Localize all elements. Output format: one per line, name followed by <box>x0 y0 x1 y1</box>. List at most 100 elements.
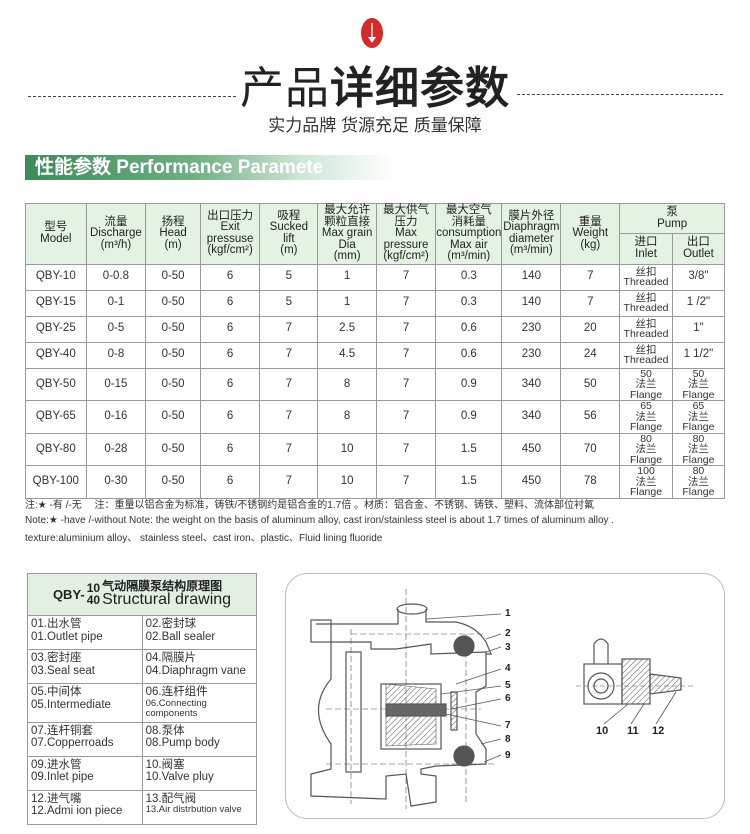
table-cell: QBY-25 <box>25 315 87 343</box>
table-cell: 7 <box>375 367 437 401</box>
table-cell: 6 <box>199 367 261 401</box>
table-cell: 20 <box>560 315 621 343</box>
table-cell: 230 <box>501 315 562 343</box>
parts-row: 01.出水管 01.Outlet pipe 02.密封球 02.Ball sealer <box>27 615 258 650</box>
header-line: diameter <box>509 232 554 245</box>
table-cell: 24 <box>560 341 621 369</box>
performance-table: 型号 Model 流量 Discharge (m³/h) 扬程 Head (m) 出口压力 Exi… <box>25 202 726 499</box>
outlet-header: 出口 Outlet <box>671 233 726 265</box>
table-cell: 0-50 <box>145 400 201 434</box>
model-num-top: 10 <box>86 580 101 595</box>
table-row: QBY-15 0-1 0-50 6 5 1 7 0.3 140 7 丝扣 Threaded 1 /2" <box>25 289 726 317</box>
part-item: 10.阀塞 10.Valve pluy <box>141 755 258 791</box>
header-line: 消耗量 <box>451 215 487 228</box>
table-cell: 7 <box>375 315 437 343</box>
header-line: consumption <box>436 227 502 239</box>
part-callout: 5 <box>505 680 511 691</box>
part-callout: 9 <box>505 750 511 761</box>
inlet-cell: 100 法兰Flange <box>619 465 673 499</box>
part-callout: 3 <box>505 642 511 653</box>
inlet-cell: 丝扣 Threaded <box>619 263 673 291</box>
inlet-cell: 50 法兰Flange <box>619 367 673 401</box>
divider-left <box>28 96 236 97</box>
part-name-cn: 05.中间体 <box>31 686 82 698</box>
outlet-cell: 50 法兰Flange <box>671 367 726 401</box>
parts-row: 05.中间体 05.Intermediate 06.连杆组件 06.Connectin… <box>27 683 258 723</box>
part-name-cn: 09.进水管 <box>31 758 82 771</box>
part-callout: 10 <box>596 725 608 737</box>
table-cell: 0-30 <box>85 465 147 499</box>
header-line: 最大供气 <box>383 204 430 216</box>
part-name-cn: 07.连杆铜套 <box>31 724 93 737</box>
table-cell: 340 <box>501 400 562 434</box>
inlet-cell: 65 法兰Flange <box>619 400 673 434</box>
inlet-text: 80 <box>640 432 652 445</box>
part-item: 09.进水管 09.Inlet pipe <box>27 755 143 791</box>
table-cell: 0-50 <box>145 263 201 291</box>
part-name-cn: 13.配气阀 <box>145 792 197 805</box>
inlet-text: Threaded <box>623 276 669 288</box>
table-cell: 0.6 <box>435 315 503 343</box>
header-line: Diaphragm <box>503 221 560 234</box>
inlet-text: 法兰Flange <box>629 443 663 466</box>
part-name-en: 01.Outlet pipe <box>31 630 103 643</box>
table-cell: 5 <box>259 263 319 291</box>
table-cell: 450 <box>501 432 562 466</box>
table-cell: 0-1 <box>85 289 147 317</box>
column-header: 最大空气 消耗量 consumption Max air (m³/min) <box>435 203 503 265</box>
table-row: QBY-25 0-5 0-50 6 7 2.5 7 0.6 230 20 丝扣 Threaded 1" <box>25 315 726 343</box>
column-header: 吸程 Sucked lift (m) <box>259 203 319 265</box>
table-cell: 4.5 <box>317 341 377 369</box>
divider-right <box>517 94 723 95</box>
table-cell: 0-28 <box>85 432 147 466</box>
table-cell: QBY-10 <box>25 263 87 291</box>
table-cell: 0-50 <box>145 341 201 369</box>
table-row: QBY-65 0-16 0-50 6 7 8 7 0.9 340 56 65 法兰Flange 65 法兰… <box>25 400 726 434</box>
outlet-text: 3/8" <box>688 270 709 283</box>
header-line: (m³/min) <box>509 244 553 257</box>
header-line: (kgf/cm²) <box>207 244 253 257</box>
table-row: QBY-10 0-0.8 0-50 6 5 1 7 0.3 140 7 丝扣 Threaded 3/8" <box>25 263 726 291</box>
arrow-down-icon <box>361 18 383 48</box>
table-cell: 10 <box>317 465 377 499</box>
header-line: (m³/min) <box>447 250 491 262</box>
header-line: Max <box>395 227 417 239</box>
table-cell: 0-16 <box>85 400 147 434</box>
table-cell: 7 <box>375 432 437 466</box>
table-cell: 0.6 <box>435 341 503 369</box>
part-name-en: 06.Connecting components <box>145 697 207 720</box>
part-name-cn: 08.泵体 <box>145 724 185 737</box>
inlet-text: Threaded <box>623 354 669 366</box>
table-cell: 0.3 <box>435 263 503 291</box>
inlet-text: 丝扣 <box>635 317 657 330</box>
table-cell: 340 <box>501 367 562 401</box>
part-item: 04.隔膜片 04.Diaphragm vane <box>141 649 258 684</box>
table-cell: 70 <box>560 432 621 466</box>
header-line: 扬程 <box>161 215 185 228</box>
table-cell: 6 <box>199 465 261 499</box>
part-name-cn: 10.阀塞 <box>145 758 185 771</box>
part-callout: 4 <box>505 663 511 674</box>
part-name-en: 05.Intermediate <box>31 698 111 711</box>
pump-header: 泵 Pump <box>619 202 725 235</box>
part-callout: 7 <box>505 720 511 731</box>
header-line: Max air <box>449 238 488 251</box>
table-cell: 0-50 <box>145 289 201 317</box>
structure-header: QBY- 10 40 气动隔膜泵结构原理图 Structural drawing <box>27 573 257 616</box>
table-cell: QBY-65 <box>25 400 87 434</box>
table-cell: QBY-15 <box>25 289 87 317</box>
part-name-en: 13.Air distrbution valve <box>145 804 242 816</box>
header-line: Head <box>159 227 187 239</box>
part-callout: 11 <box>627 725 639 737</box>
table-cell: 78 <box>560 465 621 499</box>
parts-row: 12.进气嘴 12.Admi ion piece 13.配气阀 13.Air dist… <box>27 789 258 825</box>
inlet-text: Threaded <box>623 328 669 340</box>
header-line: 流量 <box>104 215 128 228</box>
header-line: 膜片外径 <box>508 209 555 222</box>
part-callout: 2 <box>505 628 511 639</box>
part-callout: 1 <box>505 608 511 619</box>
table-cell: QBY-40 <box>25 341 87 369</box>
header-line: Max grain <box>321 227 373 239</box>
